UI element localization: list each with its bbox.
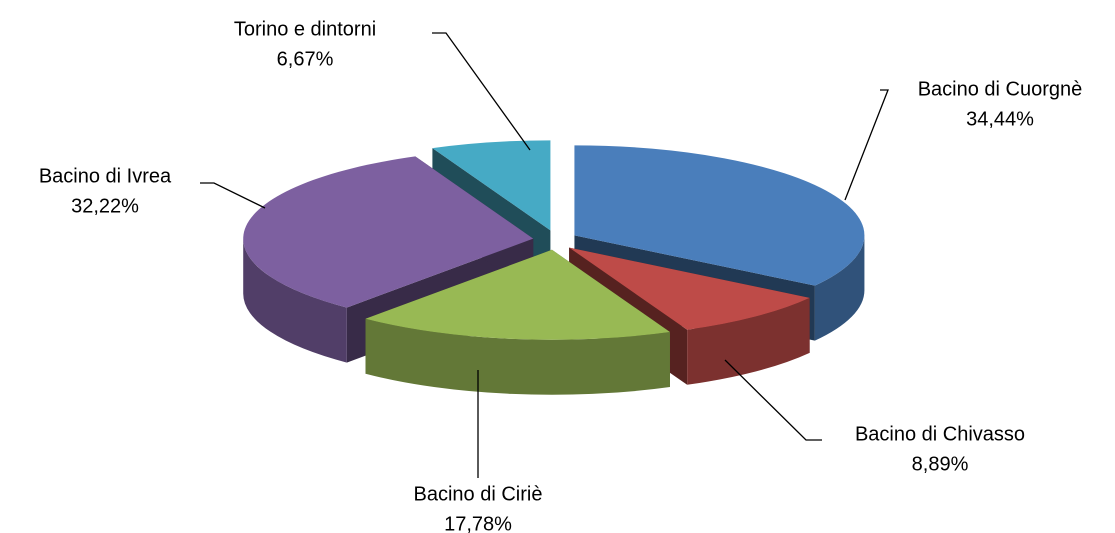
slice-wall: [814, 235, 865, 341]
slice: [365, 249, 670, 340]
leader-line: [432, 32, 531, 151]
slice-label: Bacino di Chivasso: [855, 423, 1025, 445]
slice: [432, 140, 551, 231]
slice-value-label: 6,67%: [277, 48, 334, 70]
slice-wall: [687, 297, 810, 385]
leader-line: [844, 89, 889, 201]
slice-wall: [243, 238, 347, 363]
slice-label: Bacino di Ivrea: [39, 165, 172, 187]
slice-label: Torino e dintorni: [234, 18, 376, 40]
leader-line: [200, 182, 266, 209]
slice-value-label: 32,22%: [71, 195, 139, 217]
slice: [569, 247, 810, 330]
slice-label: Bacino di Ciriè: [414, 483, 543, 505]
slice-wall: [365, 318, 670, 395]
slice-label: Bacino di Cuorgnè: [918, 78, 1083, 100]
slice-value-label: 17,78%: [444, 513, 512, 533]
slice-value-label: 34,44%: [966, 108, 1034, 130]
slice: [574, 145, 865, 286]
slice-value-label: 8,89%: [912, 453, 969, 475]
slice: [243, 156, 534, 308]
leader-line: [724, 359, 822, 441]
